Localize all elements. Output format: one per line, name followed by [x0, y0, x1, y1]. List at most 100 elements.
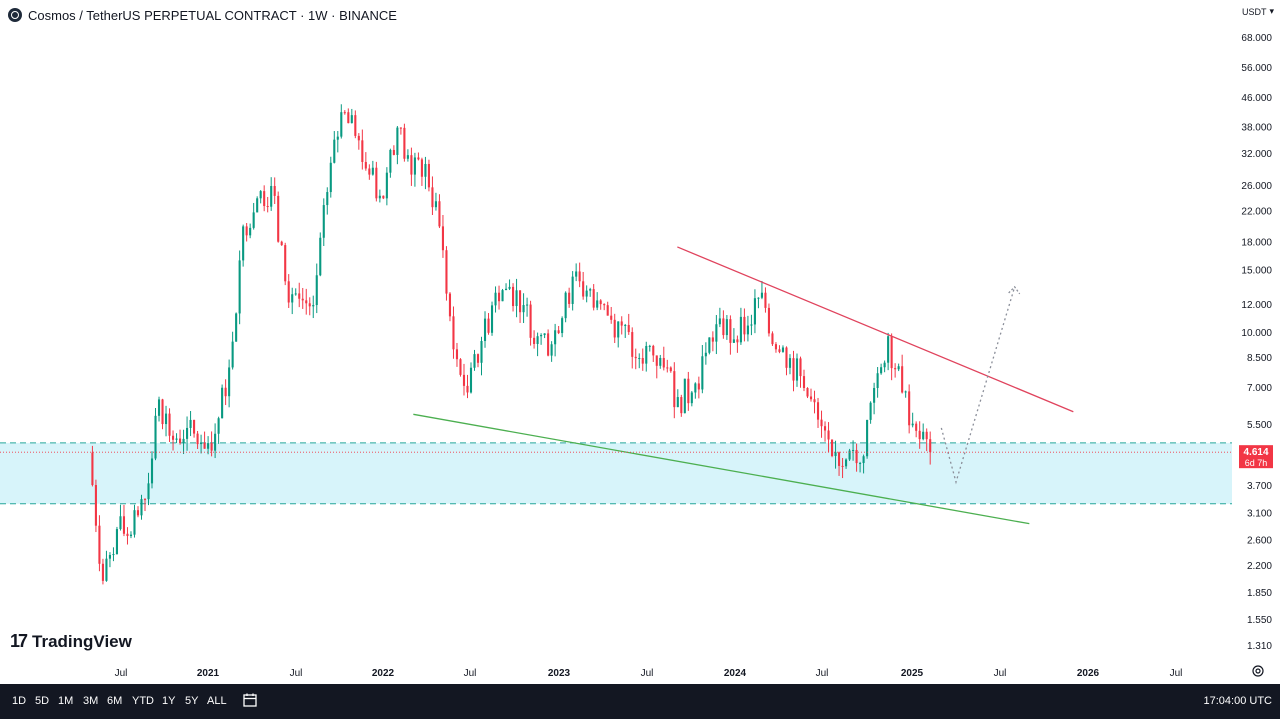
- candle-up[interactable]: [473, 354, 476, 368]
- candle-down[interactable]: [91, 452, 94, 486]
- candle-up[interactable]: [788, 358, 792, 368]
- candle-down[interactable]: [680, 397, 683, 414]
- candle-down[interactable]: [799, 358, 802, 377]
- candle-down[interactable]: [438, 201, 441, 227]
- candle-down[interactable]: [308, 303, 311, 307]
- candle-up[interactable]: [228, 367, 231, 397]
- candle-down[interactable]: [487, 318, 490, 333]
- candle-up[interactable]: [322, 205, 325, 238]
- candle-down[interactable]: [266, 206, 269, 208]
- candle-down[interactable]: [894, 368, 897, 370]
- candle-up[interactable]: [270, 186, 273, 207]
- candle-down[interactable]: [298, 293, 301, 299]
- candle-down[interactable]: [652, 345, 655, 356]
- candle-up[interactable]: [119, 516, 122, 530]
- candle-up[interactable]: [904, 391, 907, 393]
- tradingview-logo[interactable]: 17 TradingView: [10, 631, 132, 652]
- candle-down[interactable]: [722, 318, 725, 336]
- candle-down[interactable]: [627, 324, 630, 333]
- candle-down[interactable]: [802, 376, 806, 389]
- candle-down[interactable]: [382, 195, 385, 199]
- candle-up[interactable]: [508, 286, 511, 289]
- candle-down[interactable]: [343, 112, 346, 114]
- candle-up[interactable]: [883, 362, 886, 368]
- candle-up[interactable]: [242, 226, 245, 261]
- candle-down[interactable]: [855, 449, 858, 464]
- range-1m-button[interactable]: 1M: [58, 695, 74, 707]
- candle-down[interactable]: [606, 305, 609, 316]
- candle-up[interactable]: [589, 289, 592, 291]
- candle-down[interactable]: [284, 245, 287, 282]
- candle-down[interactable]: [578, 271, 581, 282]
- candle-down[interactable]: [662, 357, 665, 368]
- candle-up[interactable]: [329, 162, 332, 193]
- candle-up[interactable]: [659, 357, 662, 366]
- candle-down[interactable]: [767, 307, 771, 334]
- candle-down[interactable]: [459, 359, 462, 375]
- candle-down[interactable]: [599, 300, 602, 305]
- candle-down[interactable]: [361, 140, 364, 162]
- candle-up[interactable]: [504, 288, 508, 291]
- candle-down[interactable]: [305, 300, 308, 304]
- candle-up[interactable]: [490, 305, 494, 333]
- candle-up[interactable]: [561, 318, 564, 334]
- candle-up[interactable]: [550, 344, 553, 356]
- candle-up[interactable]: [739, 316, 742, 343]
- candle-up[interactable]: [371, 167, 374, 175]
- candle-up[interactable]: [396, 127, 399, 155]
- candle-up[interactable]: [333, 139, 336, 163]
- candle-down[interactable]: [838, 452, 841, 466]
- candle-down[interactable]: [203, 442, 206, 449]
- candle-up[interactable]: [326, 192, 329, 206]
- candle-down[interactable]: [925, 431, 928, 440]
- candle-up[interactable]: [340, 112, 343, 137]
- candle-up[interactable]: [406, 155, 409, 159]
- candle-down[interactable]: [179, 438, 182, 444]
- candle-up[interactable]: [869, 402, 872, 420]
- candle-down[interactable]: [143, 499, 147, 501]
- symbol-title[interactable]: Cosmos / TetherUS PERPETUAL CONTRACT · 1…: [28, 7, 397, 23]
- candle-up[interactable]: [424, 163, 427, 177]
- candle-up[interactable]: [494, 292, 497, 306]
- candle-down[interactable]: [687, 378, 690, 404]
- candle-down[interactable]: [497, 292, 501, 302]
- candle-down[interactable]: [399, 127, 402, 129]
- candle-up[interactable]: [753, 298, 756, 325]
- candle-up[interactable]: [221, 387, 224, 419]
- range-1y-button[interactable]: 1Y: [162, 695, 176, 707]
- candle-down[interactable]: [455, 349, 459, 360]
- candle-up[interactable]: [312, 305, 315, 307]
- candle-down[interactable]: [929, 439, 932, 453]
- candle-up[interactable]: [845, 459, 848, 467]
- range-5d-button[interactable]: 5D: [35, 695, 50, 707]
- candle-up[interactable]: [617, 321, 620, 338]
- candle-down[interactable]: [736, 339, 739, 343]
- candle-up[interactable]: [876, 373, 879, 389]
- candle-up[interactable]: [238, 260, 241, 314]
- candle-down[interactable]: [582, 281, 585, 297]
- candle-down[interactable]: [512, 286, 515, 307]
- candle-down[interactable]: [827, 430, 830, 440]
- range-5y-button[interactable]: 5Y: [185, 695, 199, 707]
- candle-down[interactable]: [669, 367, 672, 372]
- candle-down[interactable]: [196, 433, 199, 445]
- candle-up[interactable]: [129, 534, 133, 537]
- candle-up[interactable]: [112, 554, 115, 556]
- candle-up[interactable]: [175, 438, 178, 440]
- candle-up[interactable]: [887, 336, 890, 363]
- candle-down[interactable]: [301, 298, 304, 301]
- candle-down[interactable]: [729, 319, 732, 343]
- candle-down[interactable]: [375, 167, 378, 199]
- candle-up[interactable]: [105, 558, 108, 581]
- projection-path[interactable]: [940, 286, 1016, 485]
- candle-down[interactable]: [448, 293, 452, 317]
- candle-up[interactable]: [235, 313, 238, 342]
- candle-down[interactable]: [918, 430, 921, 440]
- candle-down[interactable]: [210, 443, 213, 451]
- candle-up[interactable]: [480, 340, 483, 363]
- candle-down[interactable]: [809, 396, 813, 400]
- range-1d-button[interactable]: 1D: [12, 695, 27, 707]
- candle-up[interactable]: [252, 212, 255, 228]
- candle-up[interactable]: [571, 276, 574, 304]
- candle-down[interactable]: [631, 332, 634, 357]
